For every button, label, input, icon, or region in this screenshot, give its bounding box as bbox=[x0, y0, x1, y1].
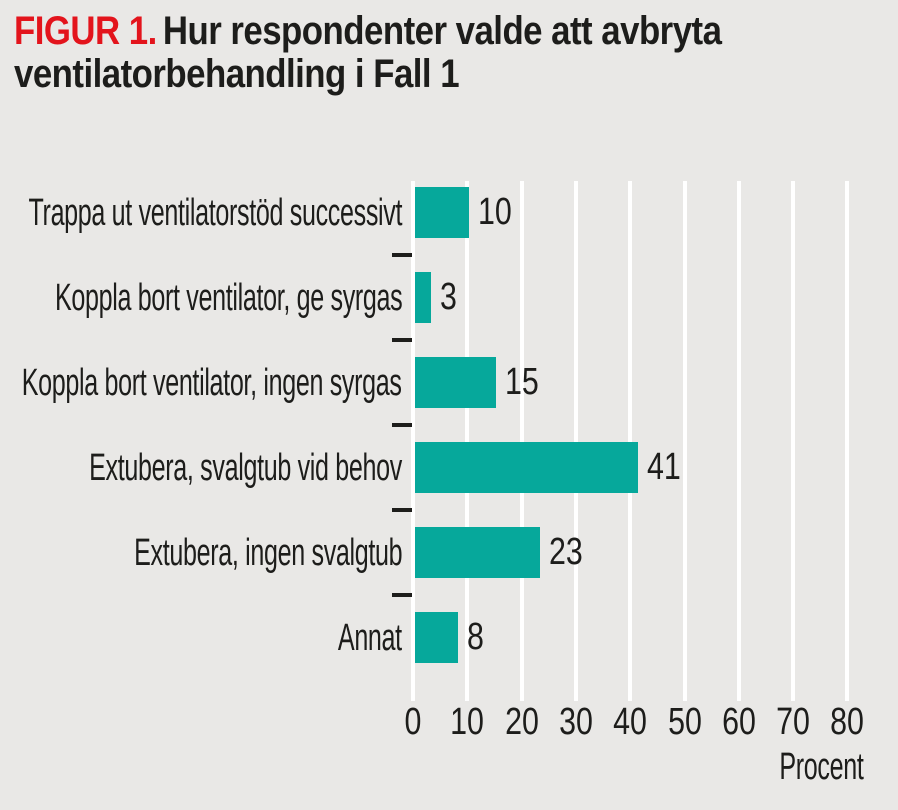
x-tick-label: 30 bbox=[558, 701, 593, 743]
x-tick-label: 70 bbox=[776, 701, 811, 743]
bar bbox=[415, 612, 459, 663]
gridline bbox=[573, 181, 578, 701]
value-label: 41 bbox=[646, 446, 681, 488]
x-tick-label: 50 bbox=[667, 701, 702, 743]
figure-title: FIGUR 1. Hur respondenter valde att avbry… bbox=[14, 9, 722, 96]
category-separator-tick bbox=[392, 338, 412, 342]
category-label: Extubera, ingen svalgtub bbox=[133, 531, 402, 574]
category-label: Annat bbox=[338, 616, 402, 659]
x-tick-label: 80 bbox=[830, 701, 865, 743]
figure-number-label: FIGUR 1. bbox=[14, 9, 157, 53]
x-tick-label: 10 bbox=[450, 701, 485, 743]
category-separator-tick bbox=[392, 593, 412, 597]
x-axis-unit-label: Procent bbox=[778, 746, 863, 788]
gridline bbox=[845, 181, 850, 701]
category-separator-tick bbox=[392, 508, 412, 512]
value-label: 8 bbox=[467, 616, 485, 658]
category-label: Trappa ut ventilatorstöd successivt bbox=[28, 191, 402, 234]
category-separator-tick bbox=[392, 423, 412, 427]
title-line1: Hur respondenter valde att avbryta bbox=[162, 9, 722, 53]
x-tick-label: 60 bbox=[721, 701, 756, 743]
x-tick-label: 20 bbox=[504, 701, 539, 743]
x-tick-label: 0 bbox=[404, 701, 422, 743]
bar bbox=[415, 187, 470, 238]
bar bbox=[415, 357, 497, 408]
gridline bbox=[736, 181, 741, 701]
gridline bbox=[411, 181, 415, 701]
gridline bbox=[791, 181, 796, 701]
gridline bbox=[465, 181, 470, 701]
bar bbox=[415, 442, 638, 493]
bar bbox=[415, 272, 432, 323]
category-label: Koppla bort ventilator, ge syrgas bbox=[54, 276, 403, 319]
category-label: Koppla bort ventilator, ingen syrgas bbox=[22, 361, 402, 404]
value-label: 10 bbox=[478, 191, 513, 233]
gridline bbox=[519, 181, 524, 701]
value-label: 15 bbox=[505, 361, 540, 403]
category-separator-tick bbox=[392, 253, 412, 257]
title-line2: ventilatorbehandling i Fall 1 bbox=[14, 52, 460, 96]
x-tick-label: 40 bbox=[613, 701, 648, 743]
bar bbox=[415, 527, 540, 578]
gridline bbox=[682, 181, 687, 701]
value-label: 3 bbox=[440, 276, 458, 318]
value-label: 23 bbox=[548, 531, 583, 573]
category-label: Extubera, svalgtub vid behov bbox=[89, 446, 402, 489]
gridline bbox=[628, 181, 633, 701]
